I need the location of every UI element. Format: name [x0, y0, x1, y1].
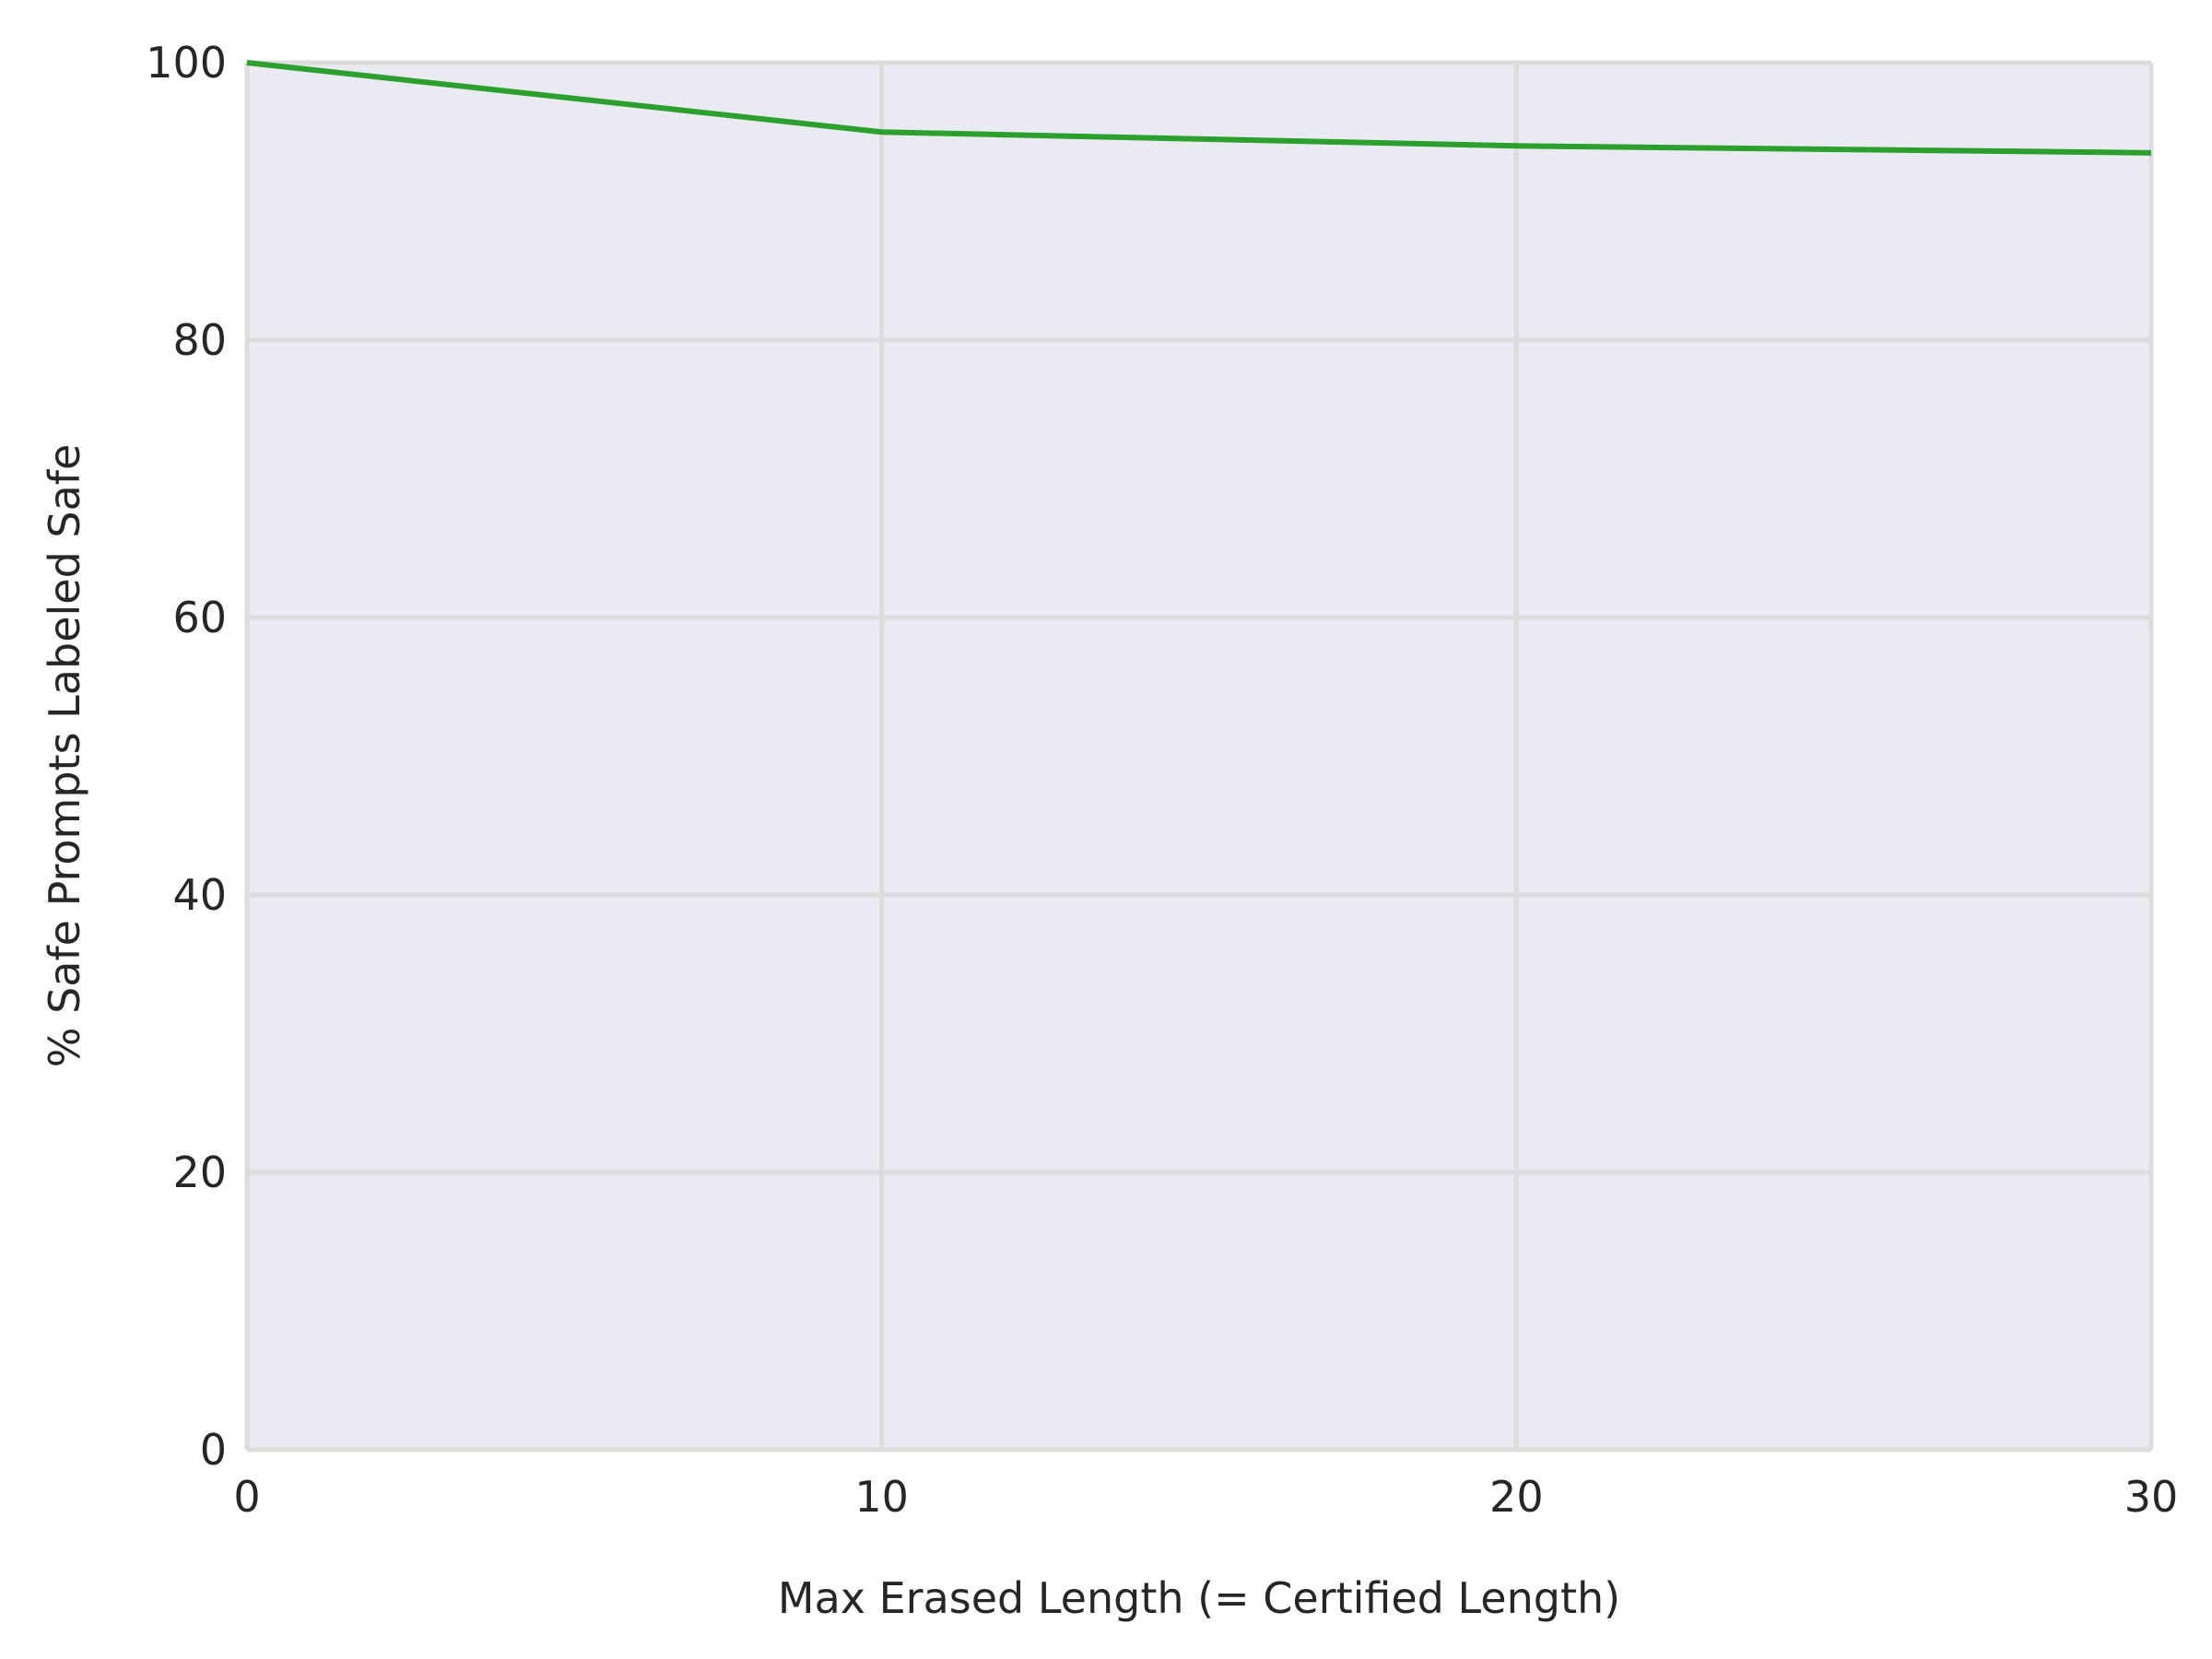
- x-axis-label: Max Erased Length (= Certified Length): [778, 1573, 1620, 1623]
- x-tick-labels: 0 10 20 30: [233, 1472, 2178, 1522]
- y-tick-label: 20: [172, 1147, 227, 1197]
- y-axis-label: % Safe Prompts Labeled Safe: [40, 444, 89, 1068]
- plot-background: [247, 63, 2151, 1450]
- y-tick-label: 0: [200, 1425, 227, 1475]
- x-tick-label: 30: [2124, 1472, 2179, 1522]
- grid-lines: [244, 60, 2154, 1453]
- x-tick-label: 10: [854, 1472, 909, 1522]
- x-tick-label: 20: [1489, 1472, 1544, 1522]
- y-tick-label: 80: [172, 315, 227, 365]
- y-tick-label: 100: [146, 38, 227, 88]
- series-line: [246, 60, 2152, 156]
- y-tick-label: 60: [172, 593, 227, 642]
- y-tick-labels: 0 20 40 60 80 100: [146, 38, 227, 1475]
- y-tick-label: 40: [172, 870, 227, 920]
- series-layer: [246, 60, 2152, 156]
- x-tick-label: 0: [233, 1472, 260, 1522]
